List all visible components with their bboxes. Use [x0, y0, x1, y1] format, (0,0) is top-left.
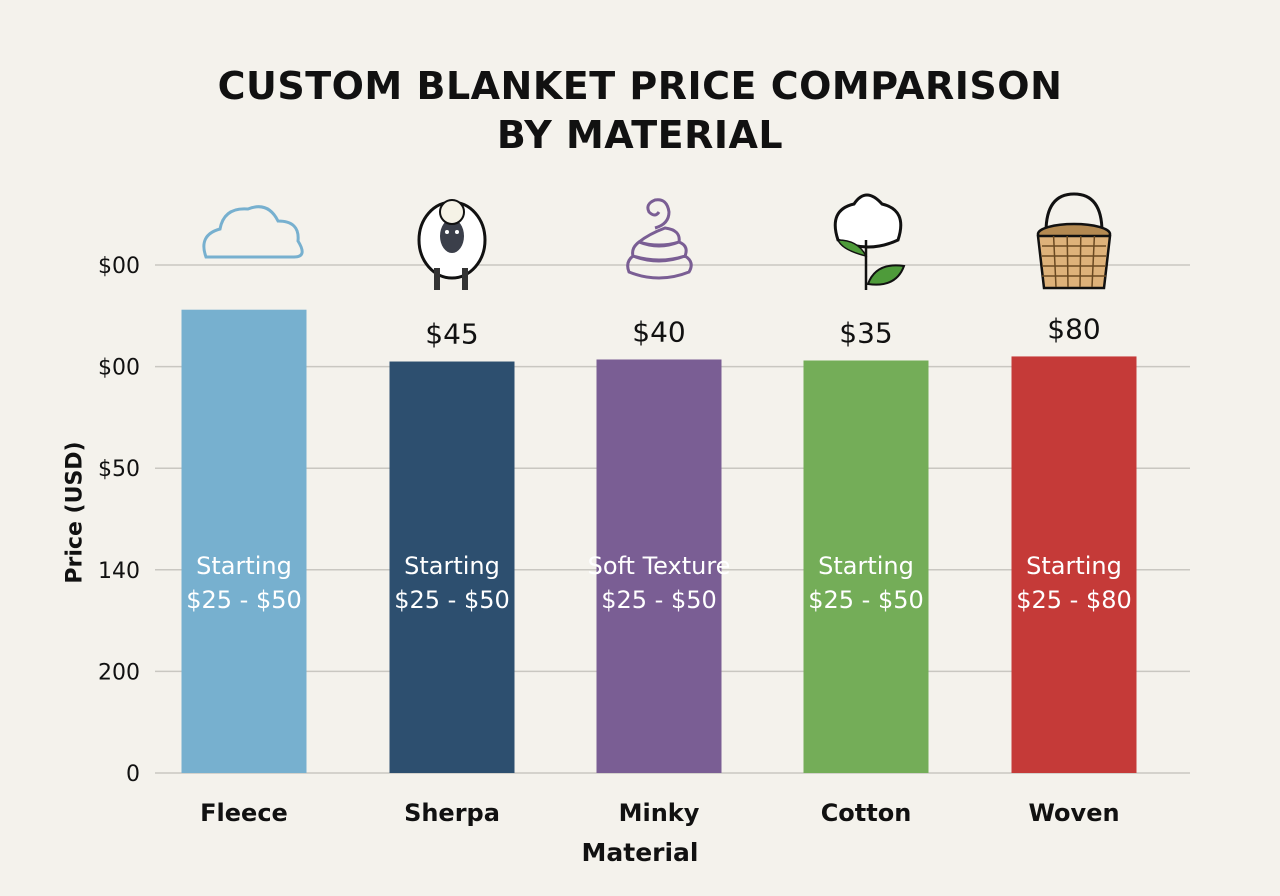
bar-minky: [596, 359, 722, 773]
x-axis-label: Material: [581, 838, 699, 867]
y-axis-label: Price (USD): [62, 441, 88, 584]
y-tick-label: 140: [98, 559, 140, 584]
bar-inner-label: Starting: [404, 552, 500, 580]
bar-value-label: $45: [425, 318, 478, 351]
chart-title-line-1: CUSTOM BLANKET PRICE COMPARISON: [217, 64, 1063, 108]
bar-inner-label: Soft Texture: [588, 552, 731, 580]
bar-inner-label: $25 - $50: [601, 586, 717, 614]
bar-woven: [1011, 356, 1137, 773]
bar-inner-label: $25 - $50: [186, 586, 302, 614]
y-tick-label: $50: [98, 457, 140, 482]
bar-inner-label: Starting: [818, 552, 914, 580]
x-tick-label: Fleece: [200, 799, 288, 827]
y-tick-label: $00: [98, 254, 140, 279]
bar-inner-label: $25 - $80: [1016, 586, 1132, 614]
x-tick-label: Sherpa: [404, 799, 500, 827]
y-tick-label: 200: [98, 660, 140, 685]
x-tick-label: Minky: [619, 799, 700, 827]
x-tick-label: Cotton: [821, 799, 912, 827]
cotton-plant-icon: [833, 193, 906, 290]
bar-inner-label: $25 - $50: [394, 586, 510, 614]
y-tick-label: $00: [98, 356, 140, 381]
bar-value-label: $40: [632, 315, 685, 348]
bar-value-label: $80: [1047, 312, 1100, 345]
basket-icon: [1036, 192, 1112, 290]
y-tick-label: 0: [126, 762, 140, 787]
bar-inner-label: $25 - $50: [808, 586, 924, 614]
bar-value-label: $35: [839, 317, 892, 350]
cloud-icon: [202, 205, 304, 259]
yarn-swirl-icon: [626, 198, 693, 280]
bar-fleece: [181, 309, 307, 773]
sheep-icon: [417, 199, 487, 290]
bar-sherpa: [389, 361, 515, 773]
chart-title-line-2: BY MATERIAL: [496, 113, 784, 157]
bar-inner-label: Starting: [196, 552, 292, 580]
bar-inner-label: Starting: [1026, 552, 1122, 580]
x-tick-label: Woven: [1028, 799, 1119, 827]
bar-cotton: [803, 360, 929, 773]
